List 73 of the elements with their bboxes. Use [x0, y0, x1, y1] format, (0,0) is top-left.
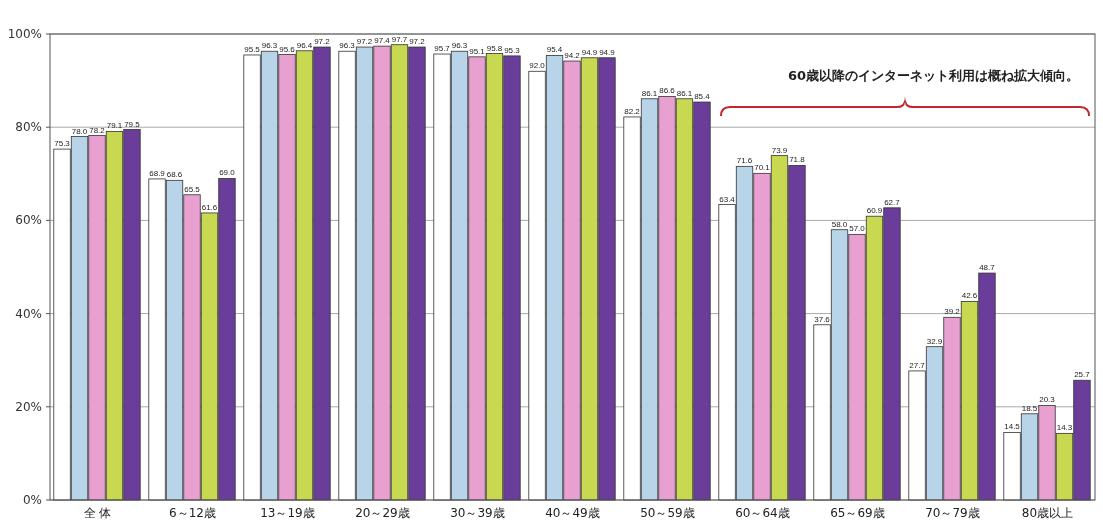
y-tick-label: 0% — [22, 493, 42, 507]
annotation: 60歳以降のインターネット利用は概ね拡大傾向。 — [787, 68, 1080, 83]
data-label: 79.5 — [124, 119, 141, 129]
data-label: 20.3 — [1039, 395, 1056, 405]
data-label: 68.6 — [166, 170, 183, 180]
data-label: 86.6 — [659, 86, 676, 96]
data-label: 18.5 — [1021, 403, 1038, 413]
data-label: 62.7 — [884, 197, 901, 207]
y-tick-label: 80% — [15, 120, 42, 135]
data-label: 95.1 — [469, 46, 486, 56]
x-tick-label: 6～12歳 — [169, 506, 216, 520]
data-label: 94.2 — [564, 51, 581, 61]
data-label: 37.6 — [814, 314, 831, 324]
data-label: 97.4 — [374, 36, 391, 46]
data-label: 61.6 — [201, 202, 218, 212]
x-tick-label: 60～64歳 — [735, 506, 790, 520]
data-label: 39.2 — [944, 307, 961, 317]
x-tick-label: 13～19歳 — [260, 506, 315, 520]
data-label: 68.9 — [149, 168, 166, 178]
data-label: 14.5 — [1004, 422, 1021, 432]
data-label: 79.1 — [106, 121, 123, 131]
data-label: 94.9 — [581, 47, 598, 57]
data-label: 95.6 — [279, 44, 296, 54]
data-label: 97.2 — [409, 37, 426, 47]
x-tick-label: 50～59歳 — [640, 506, 695, 520]
data-label: 97.2 — [314, 37, 331, 47]
data-label: 95.5 — [244, 44, 261, 54]
data-label: 32.9 — [926, 336, 943, 346]
x-tick-label: 40～49歳 — [545, 506, 600, 520]
data-label: 95.8 — [486, 43, 503, 53]
data-label: 96.3 — [339, 41, 356, 51]
data-label: 97.7 — [391, 34, 408, 44]
data-label: 96.4 — [296, 40, 313, 50]
data-label: 85.4 — [694, 92, 711, 102]
x-tick-label: 70～79歳 — [925, 506, 980, 520]
data-label: 86.1 — [676, 88, 693, 98]
data-label: 96.3 — [261, 41, 278, 51]
data-label: 60.9 — [866, 206, 883, 216]
y-tick-label: 60% — [15, 213, 42, 228]
data-label: 69.0 — [219, 168, 236, 178]
x-tick-label: 80歳以上 — [1021, 506, 1074, 520]
data-label: 71.6 — [736, 156, 753, 166]
data-label: 97.2 — [356, 37, 373, 47]
data-label: 27.7 — [909, 360, 926, 370]
data-label: 78.2 — [89, 125, 106, 135]
data-label: 94.9 — [599, 47, 616, 57]
data-label: 48.7 — [979, 263, 996, 273]
data-label: 75.3 — [54, 139, 71, 149]
data-label: 86.1 — [641, 88, 658, 98]
data-label: 73.9 — [771, 145, 788, 155]
data-label: 65.5 — [184, 184, 201, 194]
data-label: 14.3 — [1056, 423, 1073, 433]
data-label: 57.0 — [849, 224, 866, 234]
y-tick-label: 20% — [15, 399, 42, 414]
data-label: 82.2 — [624, 106, 641, 116]
data-label: 71.8 — [789, 155, 806, 165]
x-tick-label: 30～39歳 — [450, 506, 505, 520]
data-label: 58.0 — [831, 219, 848, 229]
y-tick-label: 100% — [7, 27, 42, 41]
data-label: 96.3 — [451, 41, 468, 51]
data-label: 95.7 — [434, 44, 451, 54]
data-label: 95.3 — [504, 45, 521, 55]
data-label: 95.4 — [546, 45, 563, 55]
data-label: 42.6 — [961, 291, 978, 301]
data-label: 78.0 — [71, 126, 88, 136]
data-label: 92.0 — [529, 61, 546, 71]
x-tick-label: 65～69歳 — [830, 506, 885, 520]
x-tick-label: 全 体 — [83, 506, 112, 520]
x-tick-label: 20～29歳 — [355, 506, 410, 520]
y-tick-label: 40% — [15, 306, 42, 321]
data-label: 63.4 — [719, 194, 736, 204]
data-label: 25.7 — [1074, 370, 1091, 380]
data-label: 70.1 — [754, 163, 771, 173]
